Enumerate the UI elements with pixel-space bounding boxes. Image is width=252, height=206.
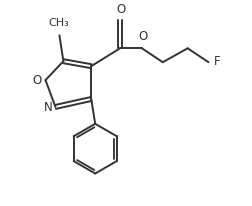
- Text: CH₃: CH₃: [49, 18, 69, 28]
- Text: N: N: [44, 101, 52, 114]
- Text: F: F: [214, 55, 221, 68]
- Text: O: O: [116, 2, 126, 15]
- Text: O: O: [32, 74, 41, 87]
- Text: O: O: [138, 30, 147, 43]
